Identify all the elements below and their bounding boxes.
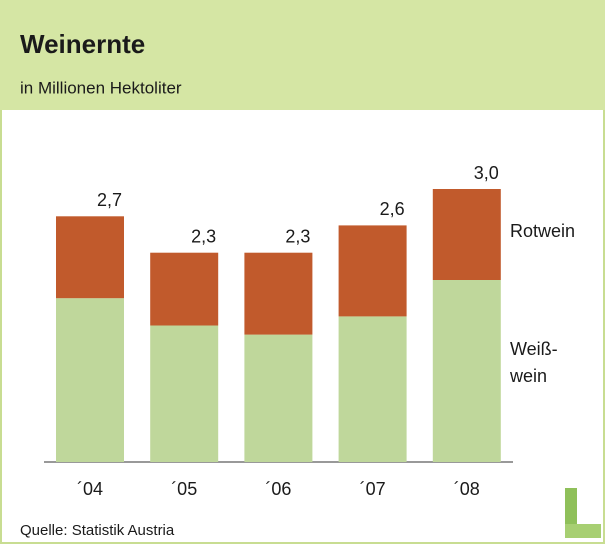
bar-segment bbox=[338, 316, 407, 462]
x-tick-label: ´08 bbox=[454, 479, 480, 499]
x-tick-label: ´06 bbox=[265, 479, 291, 499]
bar-segment bbox=[338, 225, 407, 317]
bar-segment bbox=[150, 252, 219, 326]
bar-segment bbox=[150, 325, 219, 462]
header-band bbox=[0, 0, 605, 110]
total-label: 2,7 bbox=[97, 190, 122, 210]
total-label: 2,3 bbox=[191, 226, 216, 246]
bar-segment bbox=[56, 298, 124, 462]
logo bbox=[565, 488, 601, 538]
bar-segment bbox=[56, 216, 124, 299]
chart-title: Weinernte bbox=[20, 29, 145, 59]
total-label: 2,6 bbox=[380, 199, 405, 219]
legend-label: Rotwein bbox=[510, 221, 576, 241]
bar-segment bbox=[432, 189, 501, 280]
chart-subtitle: in Millionen Hektoliter bbox=[20, 78, 182, 97]
x-tick-label: ´07 bbox=[360, 479, 386, 499]
legend-label: Weiß-wein bbox=[510, 339, 558, 386]
bar-segment bbox=[244, 334, 313, 462]
total-label: 2,3 bbox=[285, 226, 310, 246]
x-tick-label: ´04 bbox=[77, 479, 103, 499]
bar-segment bbox=[244, 252, 313, 335]
x-tick-label: ´05 bbox=[171, 479, 197, 499]
bar-segment bbox=[432, 280, 501, 462]
source: Quelle: Statistik Austria bbox=[20, 522, 175, 539]
total-label: 3,0 bbox=[474, 163, 499, 183]
